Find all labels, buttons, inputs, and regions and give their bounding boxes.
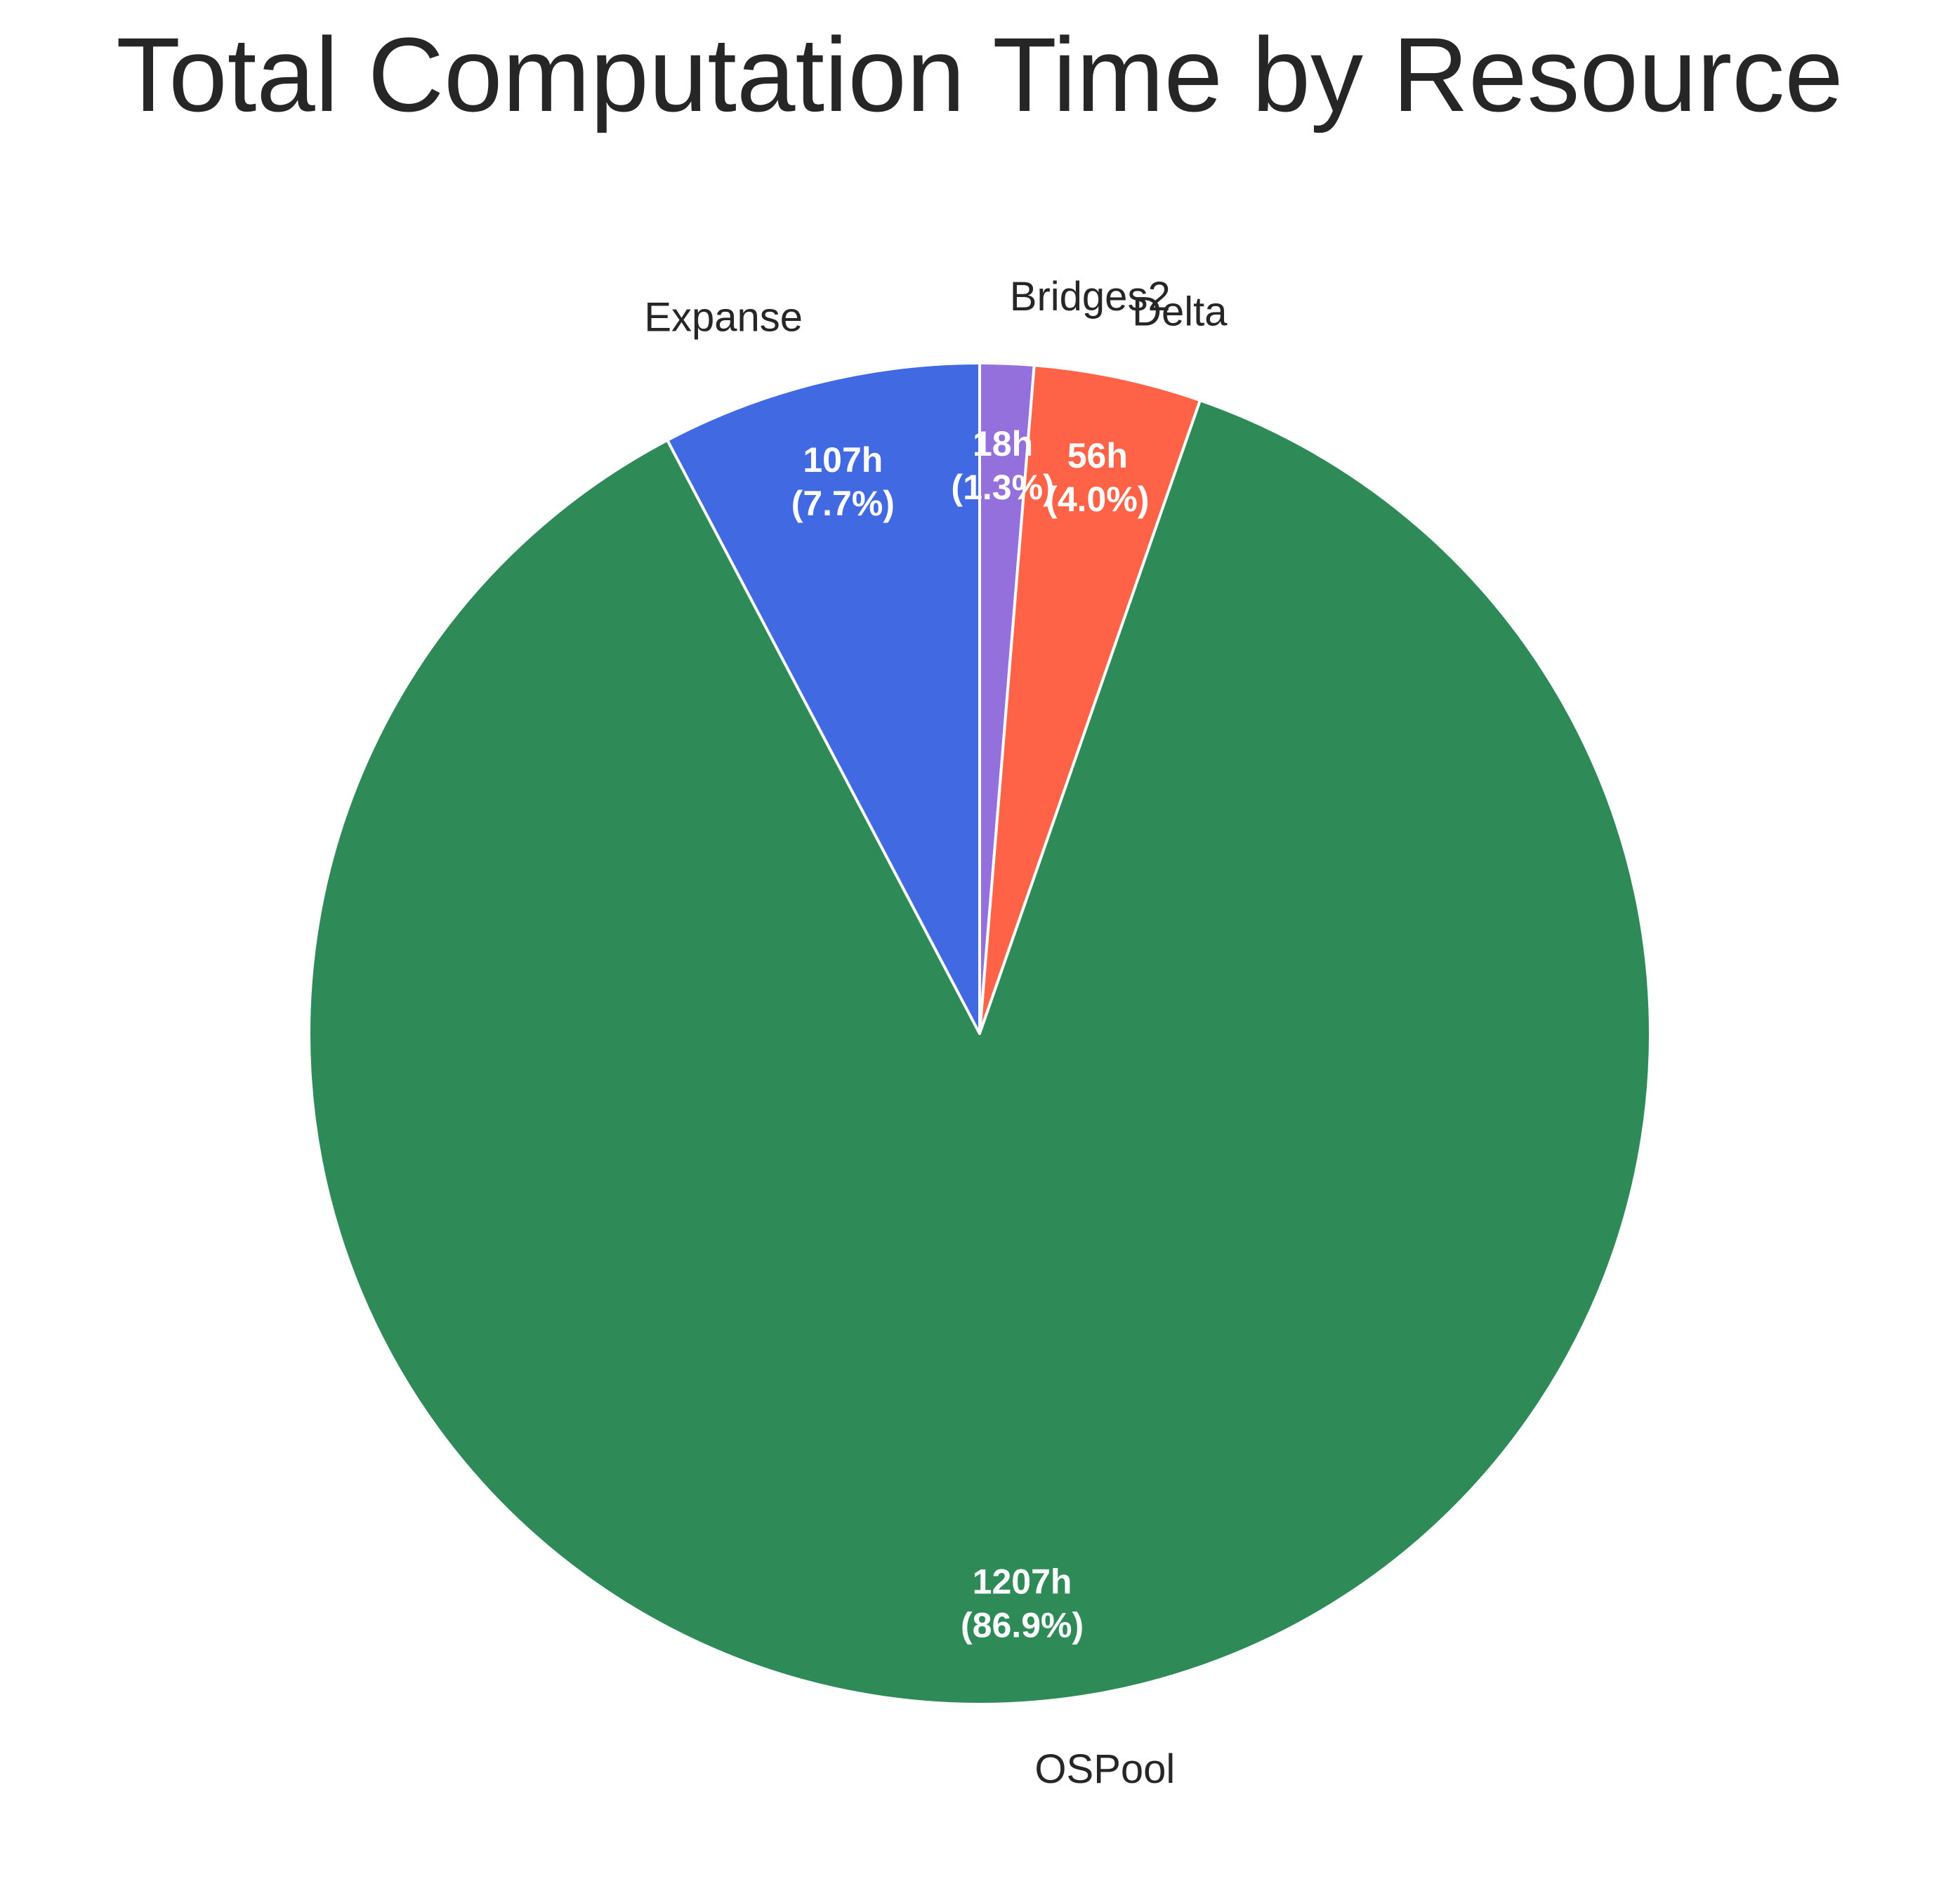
value-label-delta: 56h (4.0%) — [1046, 436, 1149, 519]
slice-label-delta: Delta — [1132, 289, 1228, 335]
value-label-bridges2: 18h (1.3%) — [951, 424, 1054, 507]
pie-slices — [308, 362, 1652, 1706]
pie-value-labels: 18h (1.3%)56h (4.0%) 1207h (86.9%) 107h (7.7%) — [791, 424, 1150, 1645]
value-label-ospool: 1207h (86.9%) — [961, 1562, 1084, 1645]
pie-slice-ospool — [308, 399, 1652, 1706]
slice-label-expanse: Expanse — [644, 295, 803, 341]
slice-label-bridges2: Bridges2 — [1010, 274, 1171, 319]
chart-title: Total Computation Time by Resource — [116, 15, 1843, 133]
slice-label-ospool: OSPool — [1034, 1746, 1175, 1792]
pie-slice-delta — [978, 364, 1202, 1035]
value-label-expanse: 107h (7.7%) — [791, 440, 895, 523]
pie-slice-expanse — [666, 362, 981, 1035]
